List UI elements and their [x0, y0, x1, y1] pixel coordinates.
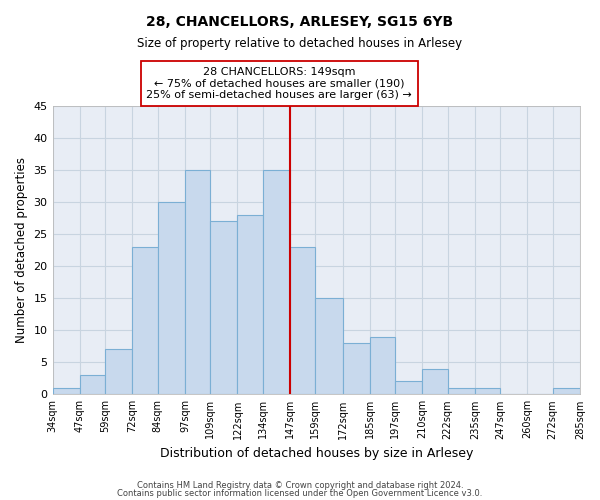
X-axis label: Distribution of detached houses by size in Arlesey: Distribution of detached houses by size …	[160, 447, 473, 460]
Bar	[553, 388, 580, 394]
Bar	[158, 202, 185, 394]
Bar	[53, 388, 80, 394]
Bar	[343, 343, 370, 394]
Text: 28 CHANCELLORS: 149sqm
← 75% of detached houses are smaller (190)
25% of semi-de: 28 CHANCELLORS: 149sqm ← 75% of detached…	[146, 67, 412, 100]
Bar	[315, 298, 343, 394]
Bar	[290, 247, 315, 394]
Bar	[395, 382, 422, 394]
Bar	[105, 350, 133, 395]
Bar	[263, 170, 290, 394]
Y-axis label: Number of detached properties: Number of detached properties	[15, 157, 28, 343]
Bar	[448, 388, 475, 394]
Bar	[422, 368, 448, 394]
Bar	[185, 170, 210, 394]
Bar	[133, 247, 158, 394]
Bar	[210, 222, 238, 394]
Bar	[238, 215, 263, 394]
Bar	[370, 336, 395, 394]
Bar	[475, 388, 500, 394]
Text: Size of property relative to detached houses in Arlesey: Size of property relative to detached ho…	[137, 38, 463, 51]
Bar	[80, 375, 105, 394]
Text: 28, CHANCELLORS, ARLESEY, SG15 6YB: 28, CHANCELLORS, ARLESEY, SG15 6YB	[146, 15, 454, 29]
Text: Contains public sector information licensed under the Open Government Licence v3: Contains public sector information licen…	[118, 489, 482, 498]
Text: Contains HM Land Registry data © Crown copyright and database right 2024.: Contains HM Land Registry data © Crown c…	[137, 480, 463, 490]
